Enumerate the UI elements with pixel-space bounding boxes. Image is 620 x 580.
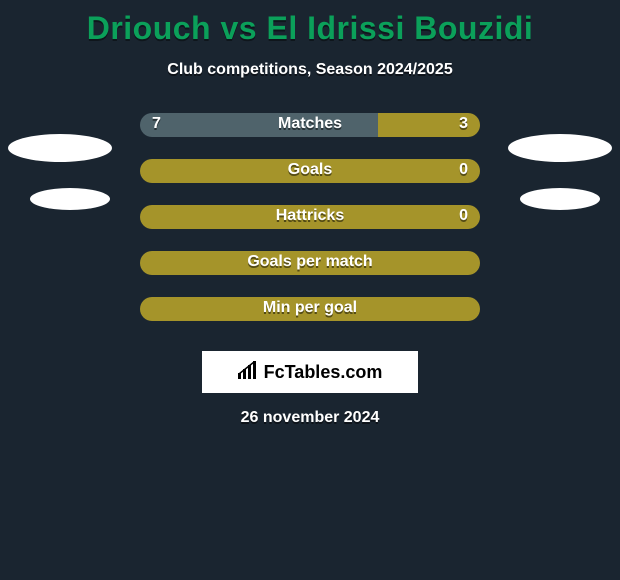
stat-bar-track: Min per goal: [140, 297, 480, 321]
stat-bar-track: Matches7 3: [140, 113, 480, 137]
stat-row: Matches7 3: [0, 113, 620, 159]
stat-value-left: 7: [152, 115, 161, 133]
stat-value-right: 0: [459, 161, 468, 179]
stat-label: Goals per match: [140, 253, 480, 271]
logo-box: FcTables.com: [202, 351, 418, 393]
page-title: Driouch vs El Idrissi Bouzidi: [0, 10, 620, 47]
bar-chart-icon: [238, 361, 260, 384]
stat-row: Goals0: [0, 159, 620, 205]
date-line: 26 november 2024: [0, 409, 620, 427]
stat-label: Matches: [140, 115, 480, 133]
stat-label: Goals: [140, 161, 480, 179]
stat-bar-track: Goals per match: [140, 251, 480, 275]
logo-text: FcTables.com: [264, 362, 383, 383]
stat-value-right: 0: [459, 207, 468, 225]
subtitle: Club competitions, Season 2024/2025: [0, 61, 620, 79]
stat-bar-track: Hattricks0: [140, 205, 480, 229]
stats-container: Matches73Goals0Hattricks0Goals per match…: [0, 113, 620, 343]
stat-label: Hattricks: [140, 207, 480, 225]
stat-row: Hattricks0: [0, 205, 620, 251]
stat-value-right: 3: [459, 115, 468, 133]
stat-label: Min per goal: [140, 299, 480, 317]
stat-row: Goals per match: [0, 251, 620, 297]
stat-row: Min per goal: [0, 297, 620, 343]
stat-bar-track: Goals0: [140, 159, 480, 183]
